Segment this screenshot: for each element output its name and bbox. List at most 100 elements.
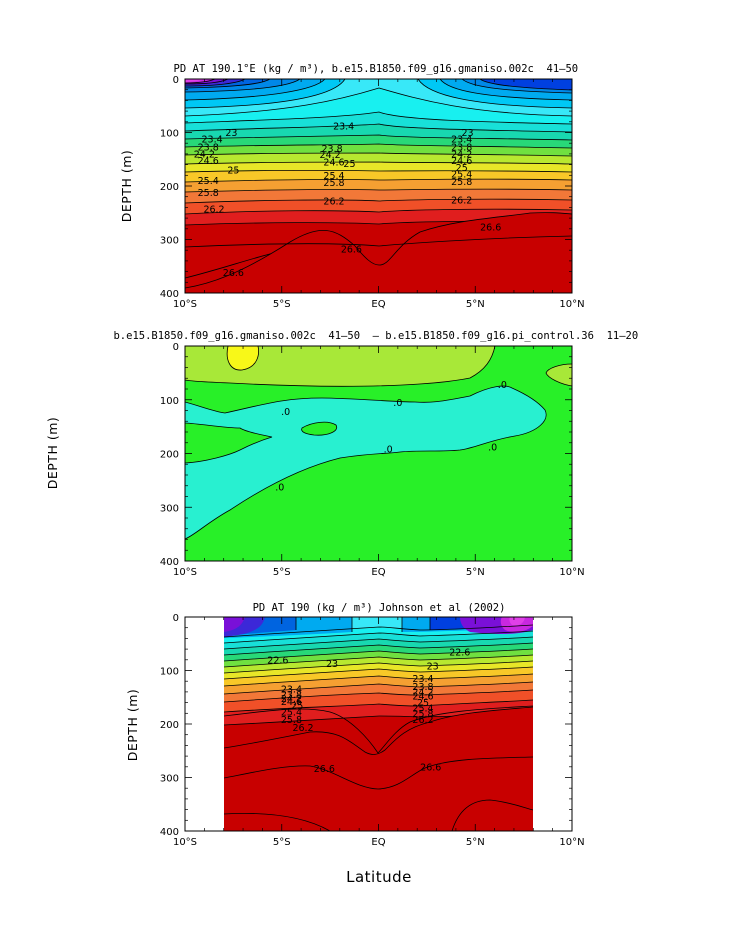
y-tick-label: 200 (160, 720, 179, 731)
contour-label: 24.2 (320, 150, 341, 161)
contour-label: 25.8 (198, 188, 219, 199)
contour-label: 24.6 (323, 157, 344, 168)
contour-label: 25 (291, 701, 303, 712)
contour-label: 25 (343, 159, 355, 170)
contour-label: 24.6 (412, 692, 433, 703)
x-tick-label: 5°S (273, 567, 291, 578)
panel-2-contour-labels: .0 .0 .0 .0 .0 .0 (275, 380, 507, 493)
contour-label: 26.2 (203, 205, 224, 216)
y-tick-label: 300 (160, 503, 179, 514)
contour-label: 25.4 (412, 703, 433, 714)
contour-label: 23.8 (451, 142, 472, 153)
contour-label: 26.2 (412, 715, 433, 726)
x-tick-label: 5°S (273, 837, 291, 848)
contour-label: 24.2 (451, 149, 472, 160)
contour-label: 23.4 (333, 122, 354, 133)
panel-3-field (224, 617, 533, 831)
x-tick-label: EQ (371, 837, 385, 848)
contour-label: 24.6 (198, 156, 219, 167)
panel-2-field (185, 346, 572, 561)
y-tick-label: 200 (160, 450, 179, 461)
contour-label: 26.6 (341, 245, 362, 256)
contour-label: 22.6 (449, 647, 470, 658)
x-tick-label: 10°S (173, 567, 197, 578)
contour-label: 25.4 (198, 176, 219, 187)
contour-label: 26.6 (420, 762, 441, 773)
y-tick-label: 100 (160, 129, 179, 140)
contour-label: 23 (461, 128, 473, 139)
panel-3-contour-labels: 22.6 2323.423.824.224.62525.425.826.226.6… (267, 647, 470, 775)
contour-label: 22.6 (267, 655, 288, 666)
contour-label: 25.4 (451, 170, 472, 181)
contour-label: 25.4 (323, 171, 344, 182)
contour-label: .0 (275, 482, 284, 493)
panel-1-ticks: 10°S 5°S EQ 5°N 10°N 0 100 200 300 400 (160, 75, 585, 310)
contour-label: 25.8 (451, 177, 472, 188)
contour-label: 24.2 (412, 687, 433, 698)
contour-label: 23.8 (321, 144, 342, 155)
panel-2-ylabel: DEPTH (m) (45, 417, 60, 490)
contour-label: 23.4 (281, 685, 302, 696)
y-tick-label: 0 (173, 613, 179, 624)
contour-label: 23.8 (198, 142, 219, 153)
x-tick-label: 10°N (559, 567, 584, 578)
y-tick-label: 100 (160, 667, 179, 678)
panel-1-field (185, 79, 572, 293)
contour-label: 25.4 (281, 708, 302, 719)
contour-label: 23 (427, 662, 439, 673)
contour-label: 26.6 (480, 223, 501, 234)
contour-label: .0 (488, 443, 497, 454)
panel-1-ylabel: DEPTH (m) (119, 150, 134, 223)
y-tick-label: 0 (173, 75, 179, 86)
contour-label: 24.2 (194, 149, 215, 160)
contour-label: 23 (225, 128, 237, 139)
panel-1-title: PD AT 190.1°E (kg / m³), b.e15.B1850.f09… (174, 63, 585, 75)
y-tick-label: 300 (160, 774, 179, 785)
y-tick-label: 200 (160, 182, 179, 193)
x-tick-label: 10°N (559, 299, 584, 310)
contour-label: 23.4 (412, 674, 433, 685)
contour-label: 25.8 (281, 715, 302, 726)
panel-2-title: b.e15.B1850.f09_g16.gmaniso.002c 41–50 –… (113, 330, 644, 342)
y-tick-label: 400 (160, 289, 179, 300)
contour-label: 24.6 (451, 156, 472, 167)
panel-3-ylabel: DEPTH (m) (125, 689, 140, 762)
panel-3: PD AT 190 (kg / m³) Johnson et al (2002) (125, 602, 585, 886)
contour-label: 26.2 (323, 196, 344, 207)
contour-label: .0 (393, 398, 402, 409)
panel-3-title: PD AT 190 (kg / m³) Johnson et al (2002) (253, 602, 506, 614)
contour-label: 26.2 (451, 195, 472, 206)
x-tick-label: 10°N (559, 837, 584, 848)
y-tick-label: 300 (160, 236, 179, 247)
y-tick-label: 0 (173, 342, 179, 353)
x-tick-label: EQ (371, 567, 385, 578)
panel-1: PD AT 190.1°E (kg / m³), b.e15.B1850.f09… (119, 63, 585, 310)
contour-label: 25 (417, 698, 429, 709)
x-tick-label: 5°S (273, 299, 291, 310)
x-tick-label: 5°N (466, 299, 485, 310)
contour-label: 23.8 (281, 690, 302, 701)
contour-label: .0 (281, 407, 290, 418)
panel-2-ticks: 10°S 5°S EQ 5°N 10°N 0 100 200 300 400 (160, 342, 585, 578)
x-tick-label: EQ (371, 299, 385, 310)
contour-label: 25.8 (412, 709, 433, 720)
contour-label: 25 (227, 165, 239, 176)
x-tick-label: 5°N (466, 837, 485, 848)
y-tick-label: 400 (160, 557, 179, 568)
panel-3-xlabel: Latitude (346, 868, 412, 886)
contour-label: 23.8 (412, 682, 433, 693)
contour-label: 26.6 (314, 764, 335, 775)
y-tick-label: 100 (160, 396, 179, 407)
contour-label: .0 (498, 380, 507, 391)
panel-2: b.e15.B1850.f09_g16.gmaniso.002c 41–50 –… (45, 330, 645, 578)
contour-label: 23 (326, 659, 338, 670)
contour-label: 23.4 (451, 134, 472, 145)
x-tick-label: 5°N (466, 567, 485, 578)
contour-label: .0 (384, 445, 393, 456)
contour-label: 24.6 (281, 697, 302, 708)
contour-label: 26.2 (292, 723, 313, 734)
panel-3-ticks: 10°S 5°S EQ 5°N 10°N 0 100 200 300 400 (160, 613, 585, 848)
contour-label: 24.2 (281, 694, 302, 705)
x-tick-label: 10°S (173, 299, 197, 310)
